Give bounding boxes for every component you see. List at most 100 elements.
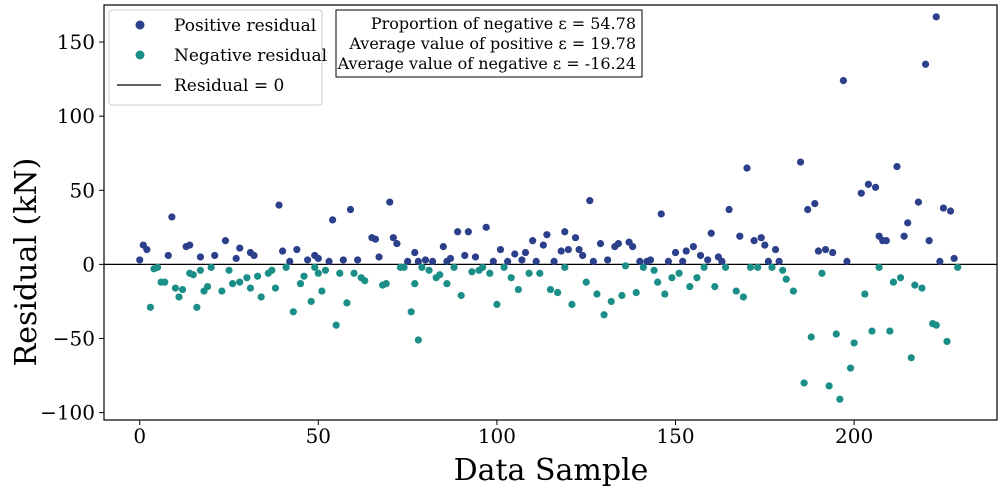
negative-point-111 (918, 284, 926, 292)
negative-point-97 (818, 269, 826, 277)
negative-point-33 (318, 287, 326, 295)
positive-point-10 (232, 254, 240, 263)
positive-point-101 (857, 189, 865, 197)
negative-point-0 (146, 303, 155, 311)
positive-point-44 (482, 223, 490, 231)
negative-point-62 (514, 285, 522, 294)
negative-point-19 (243, 274, 251, 282)
positive-point-3 (164, 251, 172, 260)
legend-label-2: Residual = 0 (174, 76, 284, 96)
negative-point-4 (161, 278, 169, 286)
negative-point-73 (618, 291, 626, 300)
negative-point-11 (196, 266, 205, 274)
negative-point-65 (546, 285, 555, 294)
positive-point-93 (796, 158, 805, 166)
y-axis-label: Residual (kN) (9, 158, 44, 367)
negative-point-17 (228, 280, 237, 288)
positive-point-15 (279, 247, 287, 255)
axes: 0 50 100 150 200 −100 −50 0 50 100 150 (40, 4, 998, 448)
positive-point-108 (900, 232, 908, 240)
positive-point-30 (389, 234, 397, 242)
negative-point-35 (332, 321, 340, 329)
legend-frame (108, 9, 323, 106)
positive-point-11 (236, 244, 244, 252)
legend-marker-1 (135, 50, 145, 60)
positive-point-92 (775, 257, 783, 266)
positive-point-50 (521, 248, 530, 257)
negative-point-47 (414, 336, 422, 344)
x-tick-label-150: 150 (656, 424, 694, 448)
positive-point-111 (921, 60, 930, 68)
positive-point-51 (529, 237, 537, 245)
positive-point-59 (571, 234, 580, 242)
positive-point-17 (293, 245, 301, 254)
negative-point-85 (711, 283, 719, 291)
negative-point-5 (171, 284, 180, 292)
positive-point-34 (414, 257, 422, 266)
positive-point-36 (429, 257, 437, 266)
x-tick-label-0: 0 (133, 424, 146, 448)
positive-point-56 (557, 247, 565, 255)
positive-point-77 (682, 247, 690, 255)
negative-point-48 (418, 263, 426, 271)
negative-point-58 (486, 269, 494, 277)
negative-point-89 (746, 263, 755, 271)
positive-point-28 (375, 253, 383, 261)
negative-point-91 (768, 263, 776, 271)
negative-point-2 (153, 263, 162, 271)
positive-point-95 (811, 200, 819, 208)
positive-point-58 (564, 245, 572, 254)
negative-point-95 (800, 379, 808, 387)
negative-point-71 (600, 311, 608, 319)
negative-point-84 (700, 263, 708, 271)
positive-point-32 (404, 257, 412, 266)
positive-point-40 (454, 228, 462, 236)
negative-point-60 (500, 263, 508, 271)
negative-point-106 (886, 327, 894, 335)
x-tick-label-200: 200 (835, 424, 873, 448)
positive-point-52 (532, 257, 540, 266)
positive-point-78 (689, 242, 697, 251)
negative-point-31 (311, 263, 319, 271)
negative-point-79 (661, 290, 669, 298)
negative-point-34 (321, 266, 330, 274)
positive-point-81 (707, 229, 715, 237)
positive-point-83 (718, 257, 726, 266)
negative-point-42 (382, 280, 390, 288)
positive-point-74 (664, 257, 672, 266)
positive-point-18 (304, 256, 312, 264)
negative-point-20 (246, 284, 255, 292)
positive-point-9 (221, 237, 230, 245)
positive-point-87 (750, 237, 758, 245)
positive-point-41 (461, 251, 469, 260)
positive-point-2 (143, 245, 151, 254)
negative-point-55 (468, 268, 476, 276)
positive-point-117 (950, 254, 958, 263)
positive-point-85 (736, 232, 744, 240)
negative-point-29 (300, 272, 308, 280)
positive-point-7 (196, 253, 205, 261)
legend: Positive residual Negative residual Residu… (108, 9, 327, 106)
positive-point-96 (814, 247, 823, 255)
negative-point-57 (479, 263, 487, 271)
x-tick-label-100: 100 (478, 424, 516, 448)
positive-point-90 (764, 257, 772, 266)
positive-point-61 (579, 251, 587, 260)
positive-point-53 (539, 241, 547, 249)
negative-point-82 (686, 283, 694, 291)
legend-label-0: Positive residual (174, 16, 316, 36)
positive-point-72 (646, 256, 655, 264)
negative-point-99 (832, 330, 840, 338)
positive-point-112 (925, 237, 933, 245)
negative-point-45 (407, 308, 415, 316)
positive-point-29 (386, 198, 394, 206)
negative-point-83 (693, 274, 701, 282)
positive-point-4 (168, 213, 176, 221)
negative-point-104 (868, 327, 876, 335)
positive-point-75 (671, 248, 680, 257)
positive-point-6 (186, 241, 194, 249)
positive-point-97 (821, 245, 830, 254)
negative-point-68 (568, 300, 576, 308)
positive-point-103 (871, 183, 880, 191)
positive-point-88 (757, 234, 765, 242)
